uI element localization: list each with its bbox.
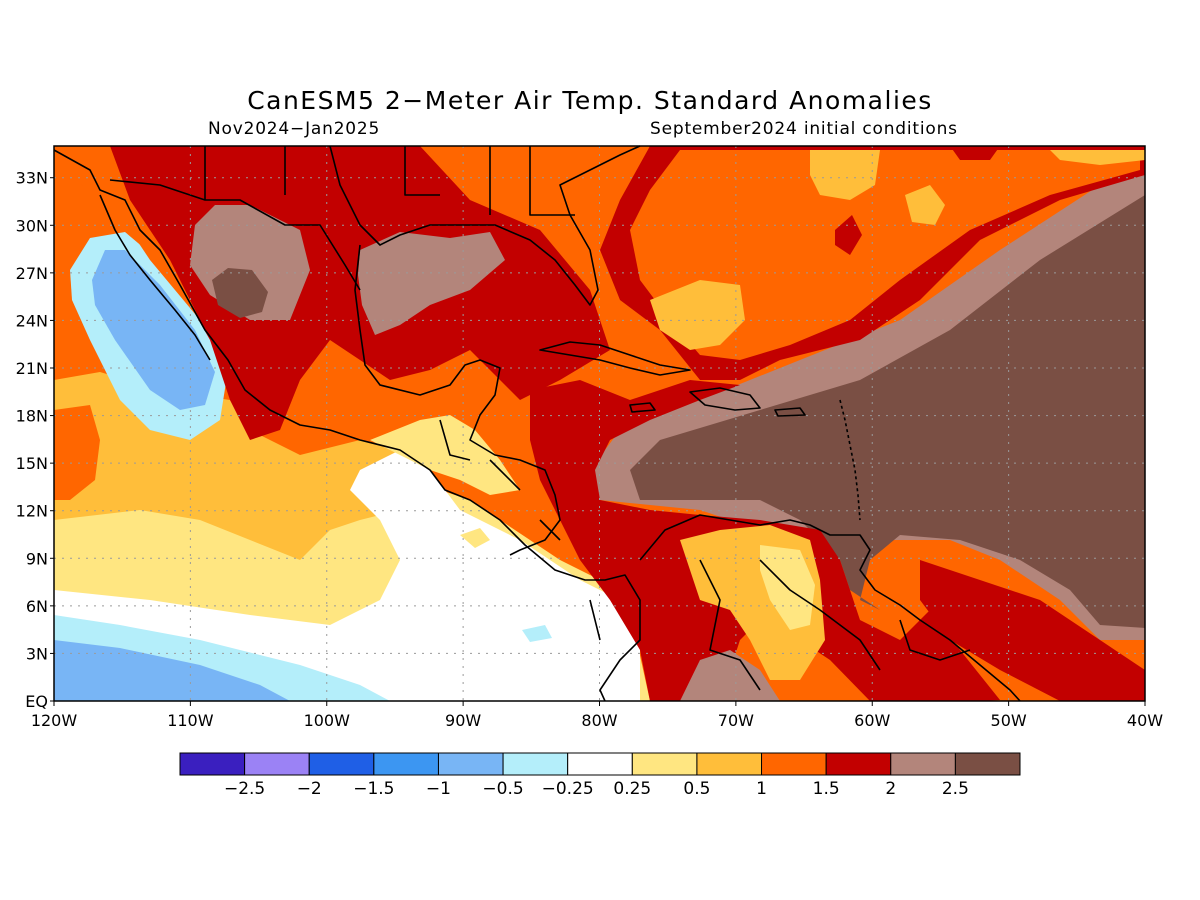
anomaly-region-east-red [920,560,1145,701]
anomaly-region-baja-blue [92,250,215,410]
latitude-axis: EQ 3N 6N 9N 12N 15N 18N 21N 24N 27N 30N 33N [16,169,54,711]
coastline-baja [99,194,211,361]
colorbar-label: 2.5 [942,779,969,799]
anomaly-region-top-red [950,146,1000,160]
latitude-tick-label: 30N [16,216,48,235]
anomaly-field [54,146,1145,701]
colorbar-swatch [373,752,439,776]
coastlines [53,145,1021,702]
latitude-tick-label: 3N [26,644,48,663]
coastline-puerto-rico [774,407,806,417]
forecast-period: Nov2024−Jan2025 [208,119,381,139]
map-title: CanESM5 2−Meter Air Temp. Standard Anoma… [247,86,933,115]
border-states [204,146,575,216]
colorbar-swatch [631,752,698,776]
coastline-cuba [539,341,691,376]
anomaly-region-pacific-yellow-small [460,528,490,548]
colorbar-label: −1 [426,779,451,799]
longitude-tick-label: 110W [167,711,214,730]
longitude-tick-label: 120W [31,711,78,730]
longitude-tick-label: 50W [991,711,1027,730]
colorbar-swatch [437,752,504,776]
anomaly-region-pacific-orange-west [54,405,100,500]
anomaly-region-centralam-yellow [370,415,520,495]
longitude-tick-label: 40W [1127,711,1163,730]
anomaly-region-amazon-brown [680,650,780,701]
coastline-north-america [53,149,641,702]
initial-conditions: September2024 initial conditions [650,119,958,139]
anomaly-region-atlantic-darkbrown [630,195,1145,628]
latitude-tick-label: 6N [26,597,48,616]
anomaly-region-mexico-darkbrown [212,268,268,318]
anomaly-region-north-yellow [810,150,880,200]
longitude-tick-label: 100W [304,711,351,730]
graticule [54,146,1145,701]
colorbar [179,752,1021,776]
latitude-tick-label: 24N [16,311,48,330]
anomaly-region-pacific-white [54,450,640,701]
colorbar-label: −0.5 [482,779,523,799]
colorbar-swatch [502,752,569,776]
anomaly-region-ne-orange [630,150,1140,360]
colorbar-label: 0.25 [613,779,651,799]
latitude-tick-label: 18N [16,407,48,426]
anomaly-region-atlantic-yellow [905,185,945,225]
colorbar-label: 1.5 [813,779,840,799]
longitude-tick-label: 60W [854,711,890,730]
coastline-gulf [329,145,641,306]
colorbar-label: 2 [885,779,896,799]
colorbar-swatch [179,752,246,776]
anomaly-region-gulf-brown [358,232,505,335]
colorbar-label: −0.25 [542,779,594,799]
longitude-tick-label: 90W [445,711,481,730]
anomaly-region-pacific-blue [54,640,290,701]
colorbar-label: 0.5 [683,779,710,799]
colorbar-swatch [244,752,310,776]
border-us-mexico [109,179,361,291]
coastline-jamaica [629,402,656,413]
colorbar-swatch [890,752,956,776]
colorbar-swatch [954,752,1021,776]
colorbar-swatch [696,752,763,776]
colorbar-swatch [825,752,892,776]
coastline-south-america [639,514,1021,702]
latitude-tick-label: 12N [16,502,48,521]
colorbar-swatch [761,752,827,776]
anomaly-region-north-yellow2 [1050,150,1145,165]
colorbar-label: −1.5 [353,779,394,799]
colorbar-labels: −2.5 −2 −1.5 −1 −0.5 −0.25 0.25 0.5 1 1.5 2 2.5 [224,779,969,799]
anomaly-region-bahamas-yellow [650,280,745,350]
latitude-tick-label: 27N [16,264,48,283]
colorbar-label: −2.5 [224,779,265,799]
anomaly-region-westcoast-orange [54,146,220,360]
border-central-america [439,419,971,691]
colorbar-swatch [567,752,633,776]
latitude-tick-label: 21N [16,359,48,378]
coastline-hispaniola [689,387,761,411]
anomaly-region-pacific-blue-small [522,625,552,642]
colorbar-label: −2 [297,779,322,799]
longitude-tick-label: 80W [581,711,617,730]
latitude-tick-label: 33N [16,169,48,188]
longitude-tick-label: 70W [718,711,754,730]
longitude-axis: 120W 110W 100W 90W 80W 70W 60W 50W 40W [31,701,1163,730]
latitude-tick-label: 15N [16,454,48,473]
colorbar-label: 1 [756,779,767,799]
colorbar-swatch [308,752,375,776]
latitude-tick-label: EQ [25,692,48,711]
coastline-mexico-gulf [354,244,561,556]
latitude-tick-label: 9N [26,549,48,568]
